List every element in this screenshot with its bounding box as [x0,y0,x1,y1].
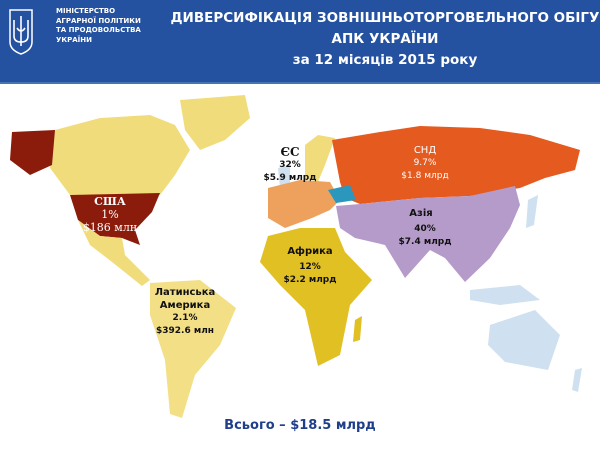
title-line-3: за 12 місяців 2015 року [292,52,478,68]
africa-value: $2.2 млрд [283,275,337,285]
title-line-1: ДИВЕРСИФІКАЦІЯ ЗОВНІШНЬОТОРГОВЕЛЬНОГО ОБ… [170,10,600,26]
africa-label: Африка 12% $2.2 млрд [275,245,345,287]
title-line-2: АПК УКРАЇНИ [331,31,439,47]
cis-region [332,126,580,204]
ministry-line: УКРАЇНИ [56,35,92,44]
ministry-line: АГРАРНОЇ ПОЛІТИКИ [56,16,141,25]
latam-name-line-2: Америка [159,300,211,311]
latam-value: $392.6 млн [155,326,215,336]
cis-label: СНД 9.7% $1.8 млрд [395,144,455,183]
usa-name: США [94,195,126,208]
cis-share: 9.7% [413,158,437,168]
uk [278,165,290,188]
africa-name: Африка [287,246,333,257]
se-asia-islands [470,285,540,305]
scandinavia [305,135,335,182]
eu-label: ЄС 32% $5.9 млрд [260,146,320,185]
australia [488,310,560,370]
madagascar [353,316,362,342]
asia-value: $7.4 млрд [398,237,452,247]
asia-label: Азія 40% $7.4 млрд [395,207,455,249]
africa-share: 12% [299,262,321,272]
usa-label: США 1% $186 млн [80,195,140,234]
asia-region [336,186,520,282]
canada [50,115,190,195]
greenland [180,95,250,150]
usa-value: $186 млн [82,221,138,234]
asia-share: 40% [414,224,436,234]
latin-america-region [150,280,236,418]
latam-share: 2.1% [172,313,198,323]
cis-value: $1.8 млрд [401,171,449,181]
usa-region [70,193,160,245]
japan [526,195,538,228]
usa-share: 1% [101,208,119,221]
ministry-line: ТА ПРОДОВОЛЬСТВА [56,26,141,34]
eu-value: $5.9 млрд [263,173,317,183]
header-banner: МІНІСТЕРСТВО АГРАРНОЇ ПОЛІТИКИ ТА ПРОДОВ… [0,0,600,84]
total-trade: Всього – $18.5 млрд [224,418,376,433]
cis-name: СНД [413,145,437,156]
ukraine-region [328,185,356,203]
eu-name: ЄС [280,145,300,159]
eu-region [268,180,340,228]
central-america [78,220,150,286]
trident-coat-of-arms-icon [9,9,33,55]
ministry-line: МІНІСТЕРСТВО [56,7,116,15]
asia-name: Азія [409,208,433,219]
new-zealand [572,368,582,392]
eu-share: 32% [279,160,301,170]
alaska [10,130,55,175]
latam-label: Латинська Америка 2.1% $392.6 млн [150,286,220,338]
africa-region [260,228,372,366]
latam-name-line-1: Латинська [154,287,216,298]
world-map [10,95,582,418]
ministry-name: МІНІСТЕРСТВО АГРАРНОЇ ПОЛІТИКИ ТА ПРОДОВ… [56,7,156,45]
page-title: ДИВЕРСИФІКАЦІЯ ЗОВНІШНЬОТОРГОВЕЛЬНОГО ОБ… [165,8,600,71]
